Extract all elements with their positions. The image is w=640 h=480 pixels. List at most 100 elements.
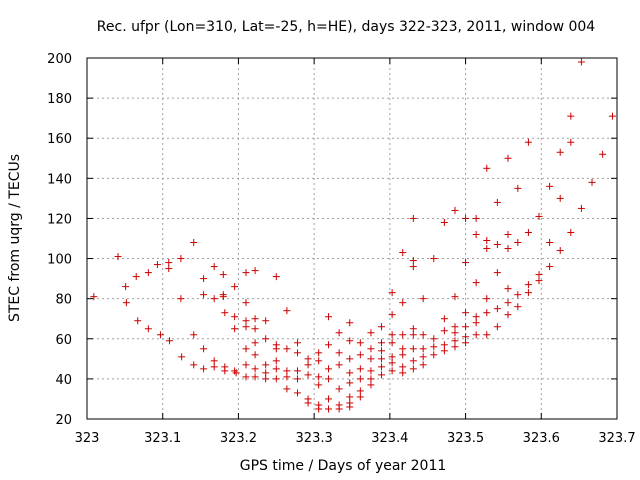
data-point [409, 331, 417, 339]
y-axis-label: STEC from uqrg / TECUs [7, 154, 23, 322]
data-point [242, 269, 250, 277]
x-axis-label: GPS time / Days of year 2011 [240, 458, 447, 474]
x-tick-labels: 323 323.1 323.2 323.3 323.4 323.5 323.6 323.7 [75, 431, 636, 446]
data-point [262, 369, 270, 377]
data-point [325, 375, 333, 383]
data-point [325, 395, 333, 403]
y-tick-label: 80 [55, 293, 72, 308]
data-point [132, 273, 140, 281]
data-point [283, 385, 291, 393]
data-point [378, 355, 386, 363]
data-point [304, 399, 312, 407]
y-tick-label: 140 [47, 172, 72, 187]
data-point [409, 257, 417, 265]
data-point [567, 112, 575, 120]
data-point [504, 230, 512, 238]
data-point [251, 339, 259, 347]
data-point [546, 182, 554, 190]
data-point [419, 331, 427, 339]
data-point [577, 58, 585, 66]
data-point [242, 299, 250, 307]
data-point [514, 291, 522, 299]
data-point [367, 375, 375, 383]
data-point [378, 323, 386, 331]
data-point [504, 311, 512, 319]
data-point [335, 329, 343, 337]
data-point [462, 214, 470, 222]
data-point [577, 204, 585, 212]
data-point [546, 239, 554, 247]
data-point [430, 343, 438, 351]
data-point [567, 138, 575, 146]
data-point [483, 237, 491, 245]
data-point [367, 329, 375, 337]
data-point [504, 245, 512, 253]
data-point [251, 351, 259, 359]
data-point [293, 339, 301, 347]
data-point [399, 345, 407, 353]
data-point [493, 241, 501, 249]
data-point [409, 214, 417, 222]
data-point [346, 379, 354, 387]
data-point [388, 311, 396, 319]
data-point [242, 317, 250, 325]
data-point [325, 341, 333, 349]
data-point [153, 261, 161, 269]
data-point [367, 345, 375, 353]
chart-title: Rec. ufpr (Lon=310, Lat=-25, h=HE), days… [97, 19, 596, 35]
data-point [232, 369, 240, 377]
data-point [262, 335, 270, 343]
x-tick-label: 323.4 [371, 431, 408, 446]
data-point [388, 331, 396, 339]
data-point [514, 303, 522, 311]
data-point [346, 337, 354, 345]
data-point [231, 325, 239, 333]
data-point [588, 178, 596, 186]
y-tick-label: 60 [55, 333, 72, 348]
data-point [200, 291, 208, 299]
data-point [283, 367, 291, 375]
data-point [524, 228, 532, 236]
data-point [90, 293, 98, 301]
y-tick-label: 160 [47, 132, 72, 147]
data-point [472, 319, 480, 327]
data-point [272, 273, 280, 281]
x-tick-label: 323.6 [523, 431, 560, 446]
data-point [367, 367, 375, 375]
data-point [293, 367, 301, 375]
data-point [251, 315, 259, 323]
data-point [472, 331, 480, 339]
data-point [409, 345, 417, 353]
data-point [535, 277, 543, 285]
data-point [546, 263, 554, 271]
data-point [272, 345, 280, 353]
data-point [440, 341, 448, 349]
data-point [451, 337, 459, 345]
x-tick-label: 323.3 [296, 431, 333, 446]
data-point [483, 295, 491, 303]
data-point [440, 327, 448, 335]
data-point [440, 315, 448, 323]
data-point [451, 323, 459, 331]
data-point [409, 365, 417, 373]
data-point [315, 373, 323, 381]
data-point [335, 349, 343, 357]
data-point [144, 325, 152, 333]
y-tick-label: 200 [47, 52, 72, 67]
data-point [493, 323, 501, 331]
data-point [514, 184, 522, 192]
data-point [430, 255, 438, 263]
data-point [399, 249, 407, 257]
data-point [419, 345, 427, 353]
data-point [346, 319, 354, 327]
data-point [419, 295, 427, 303]
data-point [242, 345, 250, 353]
data-point [399, 351, 407, 359]
data-point [190, 331, 198, 339]
data-point [283, 373, 291, 381]
data-point [219, 293, 227, 301]
data-point [221, 367, 229, 375]
data-point [177, 255, 185, 263]
data-point [242, 373, 250, 381]
